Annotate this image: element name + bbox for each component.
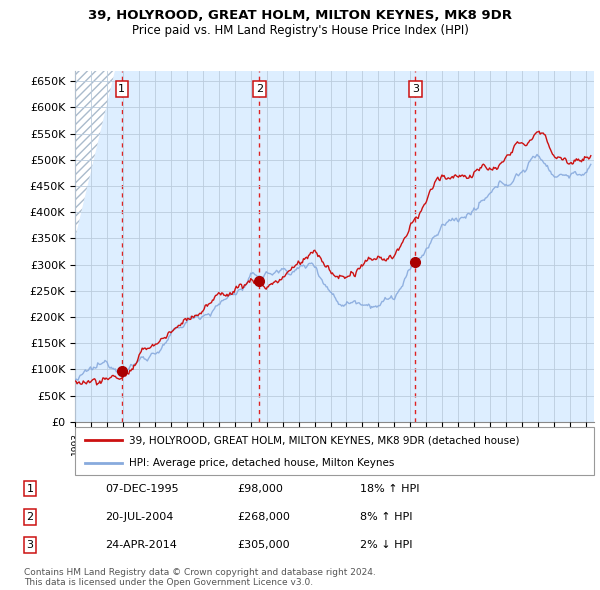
Text: 3: 3 [412,84,419,94]
Text: 2: 2 [26,512,34,522]
Text: £268,000: £268,000 [237,512,290,522]
Text: 07-DEC-1995: 07-DEC-1995 [105,484,179,493]
Polygon shape [75,71,115,238]
Text: 18% ↑ HPI: 18% ↑ HPI [360,484,419,493]
Text: HPI: Average price, detached house, Milton Keynes: HPI: Average price, detached house, Milt… [130,458,395,468]
Text: 3: 3 [26,540,34,550]
Text: 1: 1 [118,84,125,94]
Text: 2: 2 [256,84,263,94]
Text: Price paid vs. HM Land Registry's House Price Index (HPI): Price paid vs. HM Land Registry's House … [131,24,469,37]
Text: This data is licensed under the Open Government Licence v3.0.: This data is licensed under the Open Gov… [24,578,313,588]
Text: Contains HM Land Registry data © Crown copyright and database right 2024.: Contains HM Land Registry data © Crown c… [24,568,376,577]
Text: 24-APR-2014: 24-APR-2014 [105,540,177,550]
Text: £98,000: £98,000 [237,484,283,493]
Text: 39, HOLYROOD, GREAT HOLM, MILTON KEYNES, MK8 9DR: 39, HOLYROOD, GREAT HOLM, MILTON KEYNES,… [88,9,512,22]
Text: 20-JUL-2004: 20-JUL-2004 [105,512,173,522]
Text: £305,000: £305,000 [237,540,290,550]
Text: 8% ↑ HPI: 8% ↑ HPI [360,512,413,522]
FancyBboxPatch shape [75,427,594,475]
Text: 1: 1 [26,484,34,493]
Text: 39, HOLYROOD, GREAT HOLM, MILTON KEYNES, MK8 9DR (detached house): 39, HOLYROOD, GREAT HOLM, MILTON KEYNES,… [130,435,520,445]
Text: 2% ↓ HPI: 2% ↓ HPI [360,540,413,550]
